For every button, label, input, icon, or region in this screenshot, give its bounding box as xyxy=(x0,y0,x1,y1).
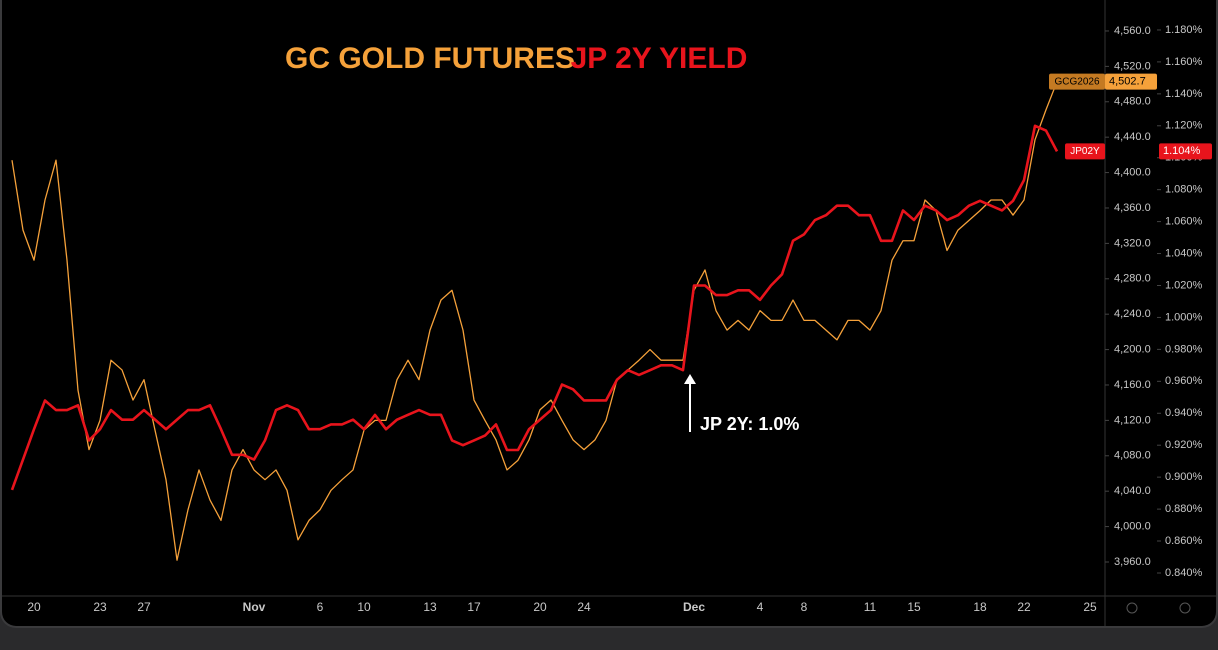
legend-title: GC GOLD FUTURES xyxy=(285,42,575,75)
annotation-arrowhead xyxy=(684,374,696,384)
y-tick-label: 4,080.0 xyxy=(1114,450,1151,462)
series-line xyxy=(10,124,1059,491)
series-tag xyxy=(1049,73,1105,90)
y2-tick-label: 0.860% xyxy=(1165,535,1203,547)
x-tick-label: 13 xyxy=(423,600,437,614)
series-line xyxy=(11,81,1058,561)
price-badge-label: 1.104% xyxy=(1163,145,1201,157)
y-tick-label: 4,440.0 xyxy=(1114,131,1151,143)
y2-tick-label: 1.060% xyxy=(1165,216,1203,228)
y2-tick-label: 1.020% xyxy=(1165,279,1203,291)
x-tick-label: 15 xyxy=(907,600,921,614)
chart: GC GOLD FUTURES JP 2Y YIELD JP 2Y: 1.0% … xyxy=(2,0,1216,626)
x-tick-label: 25 xyxy=(1083,600,1097,614)
y-tick-label: 4,480.0 xyxy=(1114,96,1151,108)
legend-title: JP 2Y YIELD xyxy=(571,42,748,75)
price-badge xyxy=(1159,143,1212,160)
y-tick-label: 4,520.0 xyxy=(1114,60,1151,72)
x-tick-label: 6 xyxy=(317,600,324,614)
chart-frame: GC GOLD FUTURES JP 2Y YIELD JP 2Y: 1.0% … xyxy=(0,0,1218,628)
y2-tick-label: 0.920% xyxy=(1165,439,1203,451)
price-badge-label: 4,502.7 xyxy=(1109,76,1146,88)
x-tick-label: 8 xyxy=(801,600,808,614)
x-tick-label: 10 xyxy=(357,600,371,614)
y-tick-label: 4,240.0 xyxy=(1114,308,1151,320)
x-tick-label: 18 xyxy=(973,600,987,614)
y2-tick-label: 0.980% xyxy=(1165,343,1203,355)
x-tick-label: 27 xyxy=(137,600,151,614)
x-tick-label: 4 xyxy=(757,600,764,614)
x-tick-label: 20 xyxy=(533,600,547,614)
y2-tick-label: 0.840% xyxy=(1165,567,1203,579)
y-tick-label: 4,160.0 xyxy=(1114,379,1151,391)
y-tick-label: 4,400.0 xyxy=(1114,166,1151,178)
x-tick-label: Dec xyxy=(683,600,705,614)
series-tag-label: GCG2026 xyxy=(1054,76,1099,87)
series-tag xyxy=(1065,143,1105,160)
x-tick-label: 23 xyxy=(93,600,107,614)
y2-tick-label: 1.120% xyxy=(1165,120,1203,132)
y2-tick-label: 0.940% xyxy=(1165,407,1203,419)
y-tick-label: 4,120.0 xyxy=(1114,414,1151,426)
y-tick-label: 4,200.0 xyxy=(1114,343,1151,355)
annotation: JP 2Y: 1.0% xyxy=(700,414,799,434)
y2-tick-label: 1.040% xyxy=(1165,247,1203,259)
y2-tick-label: 1.140% xyxy=(1165,88,1203,100)
y2-tick-label: 1.080% xyxy=(1165,184,1203,196)
x-tick-label: 11 xyxy=(864,600,877,614)
series-tag-label: JP02Y xyxy=(1070,146,1100,157)
y2-tick-label: 0.960% xyxy=(1165,375,1203,387)
y-tick-label: 4,560.0 xyxy=(1114,25,1151,37)
y2-tick-label: 1.180% xyxy=(1165,24,1203,36)
y-tick-label: 4,360.0 xyxy=(1114,202,1151,214)
scale-button[interactable] xyxy=(1179,602,1191,614)
y-tick-label: 4,320.0 xyxy=(1114,237,1151,249)
y2-tick-label: 1.000% xyxy=(1165,311,1203,323)
y2-tick-label: 1.160% xyxy=(1165,56,1203,68)
y-tick-label: 3,960.0 xyxy=(1114,556,1151,568)
price-badge xyxy=(1105,73,1157,90)
y2-tick-label: 0.900% xyxy=(1165,471,1203,483)
x-tick-label: 24 xyxy=(577,600,591,614)
y-tick-label: 4,040.0 xyxy=(1114,485,1151,497)
y-tick-label: 4,000.0 xyxy=(1114,520,1151,532)
x-tick-label: 17 xyxy=(467,600,481,614)
y-tick-label: 4,280.0 xyxy=(1114,273,1151,285)
x-tick-label: 22 xyxy=(1017,600,1031,614)
x-tick-label: Nov xyxy=(243,600,266,614)
x-tick-label: 20 xyxy=(27,600,41,614)
scale-button[interactable] xyxy=(1126,602,1138,614)
y2-tick-label: 0.880% xyxy=(1165,503,1203,515)
